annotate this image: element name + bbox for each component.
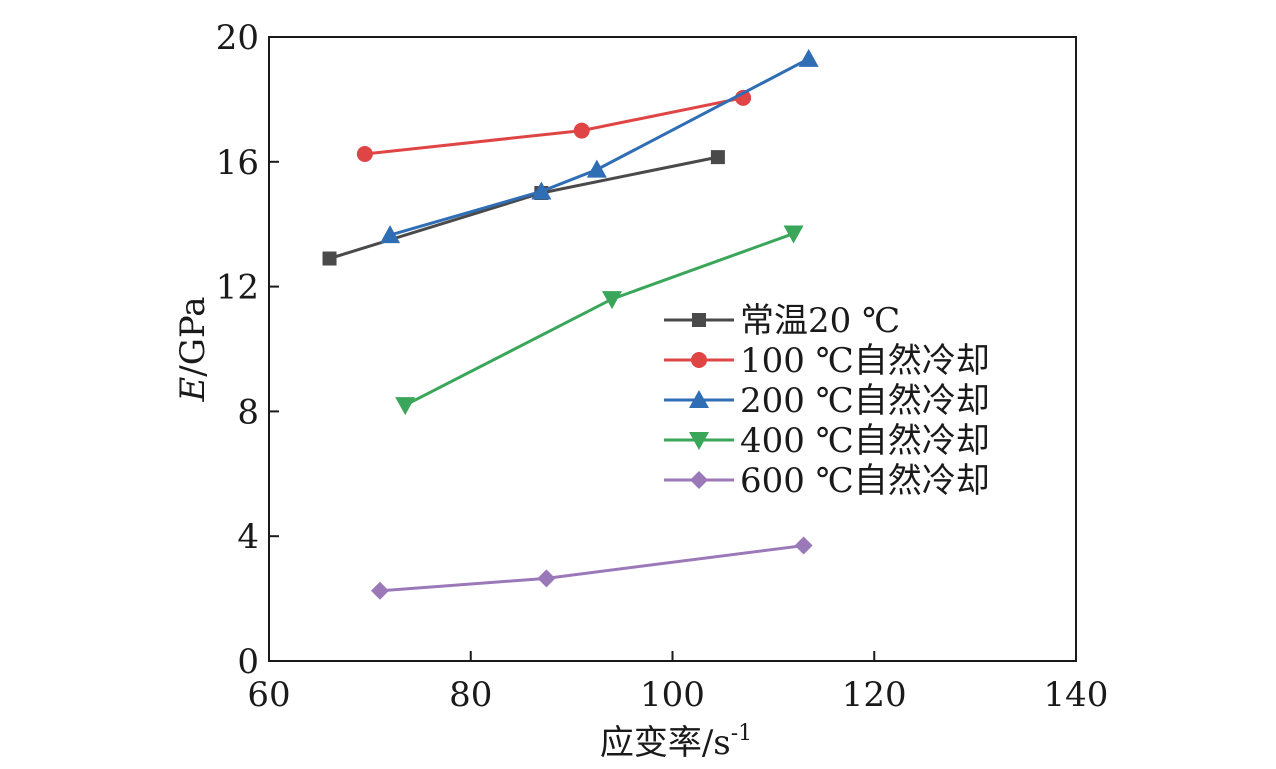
legend-marker [690,471,708,489]
y-axis-title-unit: /GPa [173,296,213,376]
data-point [537,569,556,588]
legend-marker [692,313,706,327]
data-point [601,291,622,310]
data-point [710,150,725,165]
data-point [322,251,337,266]
y-tick-label: 8 [237,392,259,432]
data-point [783,225,804,244]
axis-ticks: 60 80 100 120 140 0 4 8 12 16 20 [216,18,1109,715]
x-axis-title-superscript: -1 [731,721,752,746]
data-point [380,225,401,244]
legend-item: 400 ℃自然冷却 [664,421,990,461]
legend-marker [691,352,707,368]
data-point [356,146,373,162]
legend-item: 常温20 ℃ [664,301,900,341]
y-tick-label: 4 [237,517,259,557]
plot-series [322,48,819,600]
legend-label: 600 ℃自然冷却 [740,461,990,501]
y-tick-label: 12 [216,268,259,308]
x-tick-label: 100 [640,675,705,715]
legend-item: 600 ℃自然冷却 [664,461,990,501]
legend-item: 100 ℃自然冷却 [664,341,990,381]
series-4 [395,225,804,416]
y-axis-title: E/GPa [173,296,213,402]
series-5 [370,536,813,600]
legend-marker [689,432,709,450]
series-line [389,57,810,237]
legend-label: 100 ℃自然冷却 [740,341,990,381]
data-point [586,159,607,178]
x-axis-title: 应变率/s-1 [600,721,752,763]
y-tick-label: 16 [216,143,259,183]
data-point [794,536,813,555]
x-tick-label: 120 [842,675,907,715]
x-tick-label: 60 [247,675,290,715]
x-axis-title-text: 应变率/s [600,723,731,763]
series-3 [380,48,819,244]
data-point [573,122,590,139]
legend-label: 200 ℃自然冷却 [740,381,990,421]
y-tick-label: 0 [237,642,259,682]
legend-item: 200 ℃自然冷却 [664,381,990,421]
data-point [395,397,416,416]
legend-label: 常温20 ℃ [740,301,900,341]
legend-label: 400 ℃自然冷却 [740,421,990,461]
data-point [531,181,552,200]
x-tick-label: 80 [449,675,492,715]
data-point [370,581,389,600]
y-axis-title-symbol: E [173,377,213,403]
data-point [798,48,819,67]
legend-marker [689,390,709,408]
x-tick-label: 140 [1044,675,1109,715]
y-tick-label: 20 [216,18,259,58]
